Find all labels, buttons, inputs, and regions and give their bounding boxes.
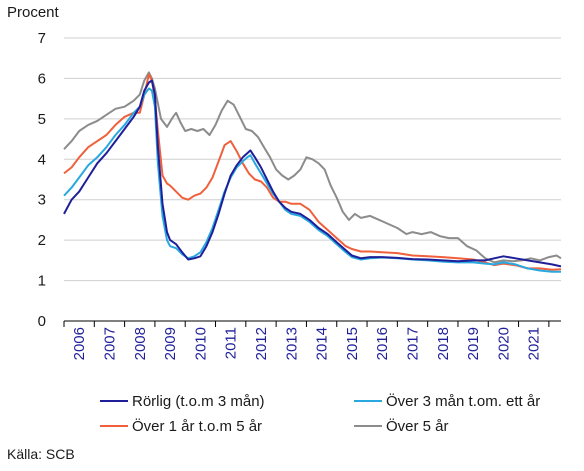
- x-axis: 2006 2007 2008 2009 2010 2011 2012 2013 2014 2015…: [63, 320, 561, 360]
- x-tick-label-2017: 2017: [405, 327, 422, 360]
- y-tick-label-6: 6: [38, 70, 46, 87]
- x-tick-label-2011: 2011: [223, 327, 240, 359]
- y-tick-label-7: 7: [38, 30, 46, 47]
- y-tick-label-1: 1: [38, 273, 46, 290]
- legend-item-over-1-ar: Över 1 år t.o.m 5 år: [100, 415, 262, 437]
- legend-swatch-over-5-ar: [354, 425, 382, 427]
- x-tick-label-2012: 2012: [253, 327, 270, 360]
- x-tick-label-2019: 2019: [465, 327, 482, 360]
- legend-item-over-3-man: Över 3 mån t.om. ett år: [354, 390, 540, 412]
- y-tick-label-5: 5: [38, 111, 46, 128]
- x-tick-label-2010: 2010: [192, 327, 209, 360]
- x-tick-label-2008: 2008: [132, 327, 149, 360]
- y-axis-ticks: 0 1 2 3 4 5 6 7: [38, 30, 46, 330]
- y-tick-label-0: 0: [38, 313, 46, 330]
- series-line-0: [63, 79, 562, 268]
- y-tick-label-2: 2: [38, 232, 46, 249]
- x-tick-label-2006: 2006: [71, 327, 88, 360]
- legend-label-over-3-man: Över 3 mån t.om. ett år: [386, 392, 541, 410]
- legend-swatch-over-3-man: [354, 400, 382, 402]
- y-tick-label-4: 4: [38, 151, 46, 168]
- legend-item-over-5-ar: Över 5 år: [354, 415, 449, 437]
- y-axis-label: Procent: [7, 4, 60, 21]
- legend-swatch-rorlig: [100, 400, 128, 402]
- legend-swatch-over-1-ar: [100, 425, 128, 427]
- x-tick-label-2009: 2009: [162, 327, 179, 360]
- series-line-1: [63, 87, 561, 273]
- legend-label-rorlig: Rörlig (t.o.m 3 mån): [132, 392, 265, 410]
- source-note: Källa: SCB: [7, 446, 75, 462]
- x-tick-label-2015: 2015: [344, 327, 361, 360]
- x-tick-label-2013: 2013: [283, 327, 300, 360]
- x-tick-label-2014: 2014: [314, 327, 331, 360]
- series-line-3: [63, 71, 562, 264]
- x-tick-label-2020: 2020: [495, 327, 512, 360]
- x-tick-label-2016: 2016: [374, 327, 391, 360]
- plot-lines: [63, 71, 562, 273]
- legend-label-over-5-ar: Över 5 år: [386, 417, 449, 435]
- gridlines: [64, 37, 561, 322]
- legend: Rörlig (t.o.m 3 mån) Över 3 mån t.om. et…: [100, 390, 570, 442]
- y-tick-label-3: 3: [38, 192, 46, 209]
- x-tick-label-2021: 2021: [526, 327, 543, 360]
- x-tick-label-2018: 2018: [435, 327, 452, 360]
- x-tick-label-2007: 2007: [101, 327, 118, 360]
- legend-label-over-1-ar: Över 1 år t.o.m 5 år: [132, 417, 263, 435]
- legend-item-rorlig: Rörlig (t.o.m 3 mån): [100, 390, 265, 412]
